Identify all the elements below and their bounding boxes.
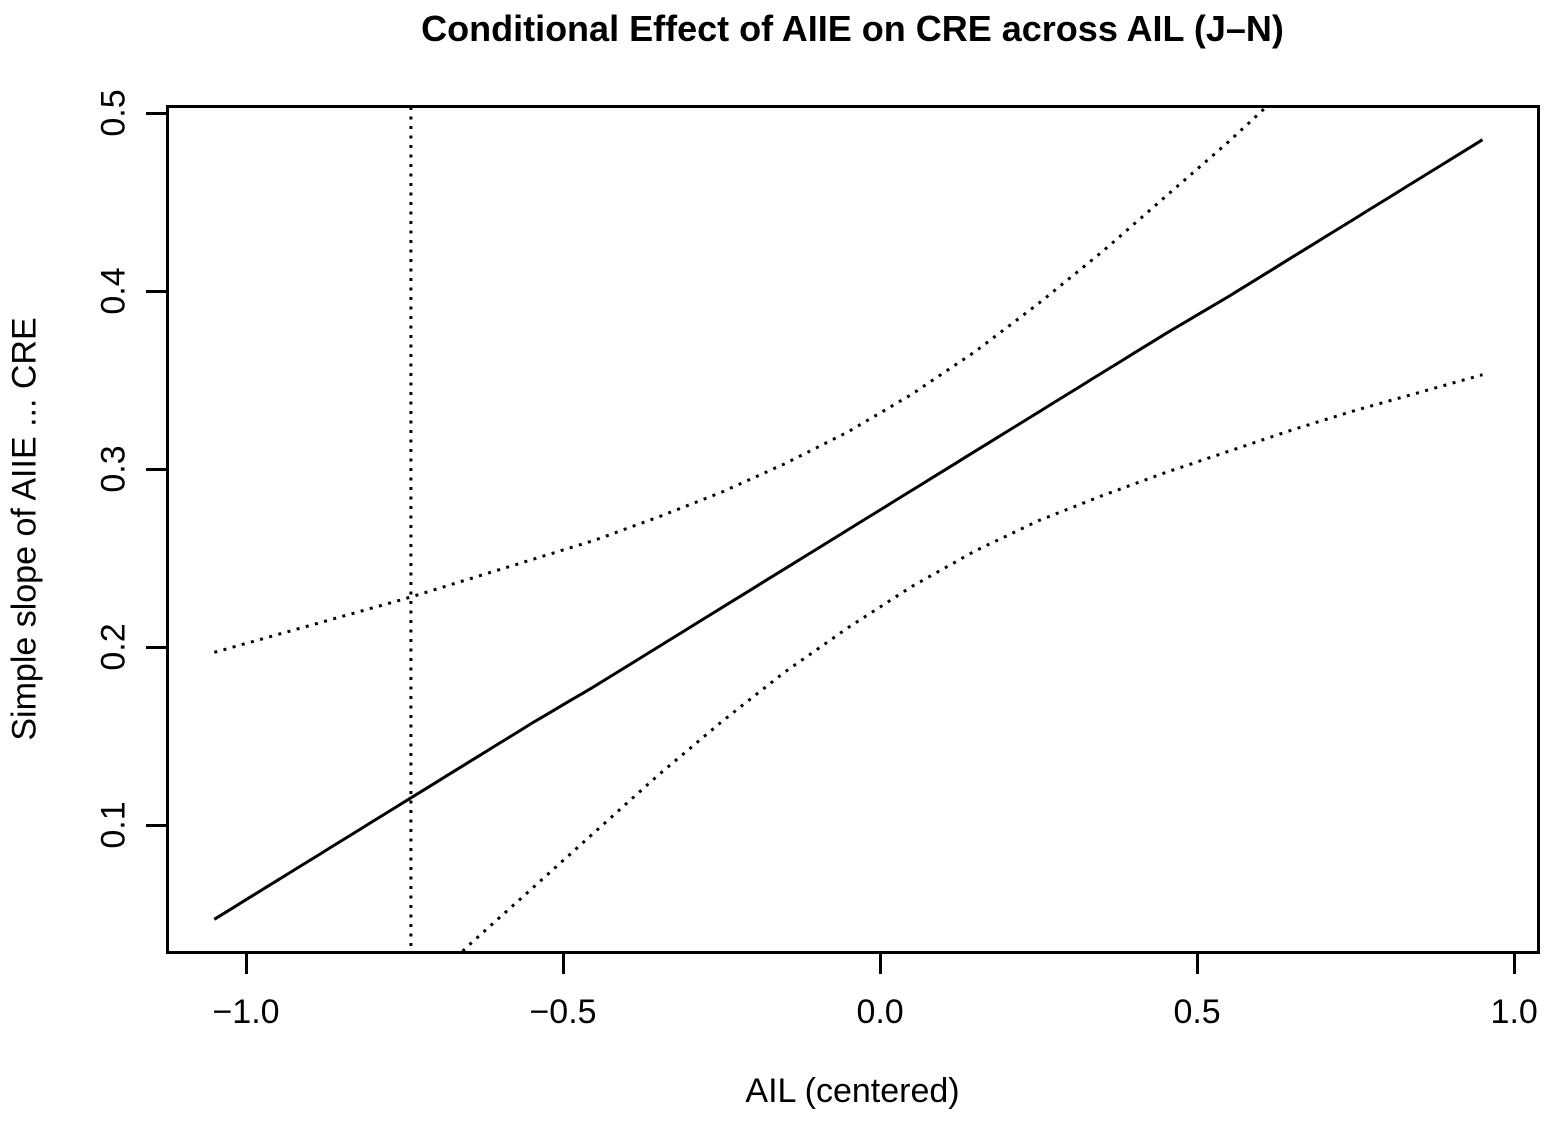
y-tick-label-text: 0.4 bbox=[94, 267, 133, 315]
x-tick-mark bbox=[244, 953, 248, 974]
ci_upper_95-line bbox=[213, 107, 1269, 654]
y-tick-mark bbox=[146, 111, 167, 115]
x-tick-label: −0.5 bbox=[529, 993, 597, 1031]
y-tick-label-text: 0.3 bbox=[94, 445, 133, 493]
x-tick-mark bbox=[878, 953, 882, 974]
x-axis-title: AIL (centered) bbox=[745, 1072, 960, 1110]
x-tick-label: 0.0 bbox=[856, 993, 904, 1031]
simple_slope-line bbox=[213, 138, 1484, 921]
y-tick-mark bbox=[146, 467, 167, 471]
x-tick-mark bbox=[1512, 953, 1516, 974]
plot-canvas bbox=[213, 107, 1484, 951]
ci_lower_95-line bbox=[460, 373, 1483, 951]
x-tick-label: 0.5 bbox=[1173, 993, 1221, 1031]
y-tick-label-text: 0.1 bbox=[94, 801, 133, 849]
y-tick-label-text: 0.5 bbox=[94, 89, 133, 137]
y-tick-mark bbox=[146, 823, 167, 827]
chart-title: Conditional Effect of AIIE on CRE across… bbox=[421, 8, 1284, 49]
y-tick-mark bbox=[146, 645, 167, 649]
y-axis-title-text: Simple slope of AIIE ... CRE bbox=[5, 317, 44, 741]
x-tick-mark bbox=[1195, 953, 1199, 974]
x-tick-label: 1.0 bbox=[1490, 993, 1538, 1031]
x-tick-mark bbox=[561, 953, 565, 974]
y-tick-mark bbox=[146, 289, 167, 293]
x-tick-label: −1.0 bbox=[212, 993, 280, 1031]
y-tick-label-text: 0.2 bbox=[94, 623, 133, 671]
